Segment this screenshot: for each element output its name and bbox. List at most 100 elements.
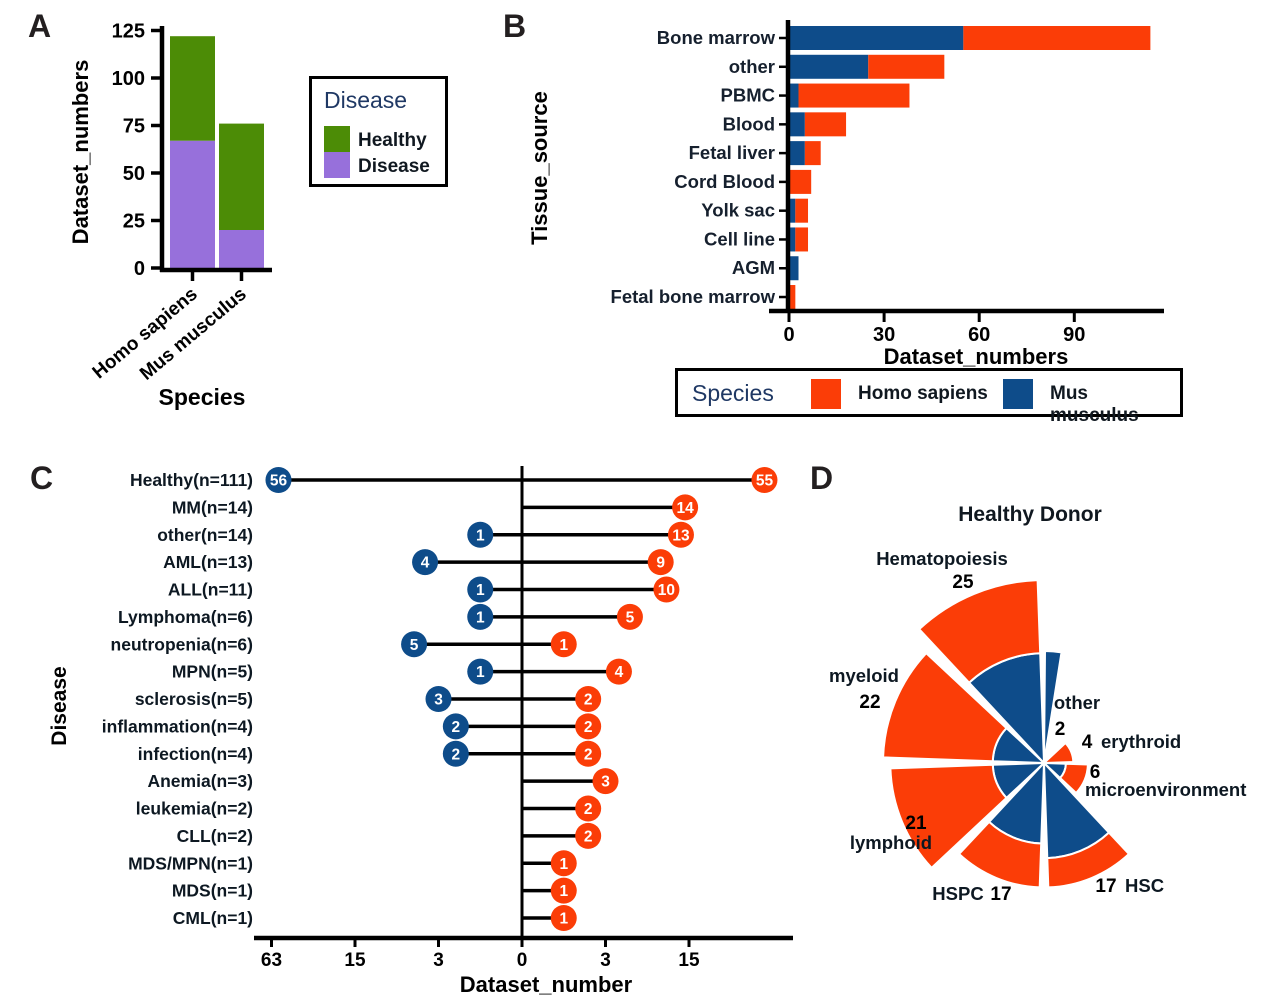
bar-segment-homo <box>798 83 910 108</box>
count-dot-value: 3 <box>601 774 610 791</box>
count-dot-mus <box>467 658 494 685</box>
count-dot-homo <box>550 905 577 931</box>
count-dot-value: 1 <box>476 609 485 626</box>
rose-category-value: 6 <box>1090 762 1101 783</box>
rose-category-value: 4 <box>1082 732 1093 753</box>
rose-wedge-homo-HSPC <box>957 820 1043 889</box>
row-label: Healthy(n=111) <box>130 470 253 490</box>
count-dot-value: 1 <box>559 883 568 900</box>
rose-wedge-homo-myeloid <box>882 651 1008 763</box>
rose-category-label: other <box>1054 692 1100 713</box>
row-label: Lymphoma(n=6) <box>118 607 253 627</box>
row-label: Blood <box>723 113 775 134</box>
x-tick-label: 3 <box>600 950 611 971</box>
rose-wedge-other <box>1043 649 1063 764</box>
row-label: leukemia(n=2) <box>136 799 253 819</box>
count-dot-mus <box>442 740 469 767</box>
homo-sapiens-color-swatch <box>811 379 841 409</box>
rose-wedge-homo-Hematopoiesis <box>917 579 1042 685</box>
rose-category-value: 25 <box>952 572 974 593</box>
row-label: CML(n=1) <box>173 908 253 928</box>
row-label: Cord Blood <box>674 171 775 192</box>
count-dot-homo <box>616 603 643 630</box>
bar-segment-disease <box>170 140 215 268</box>
panel-b-legend: Species Homo sapiens Mus musculus <box>675 368 1183 426</box>
row-label: Fetal liver <box>689 142 775 163</box>
count-dot-mus <box>467 576 494 603</box>
panel-b-horizontal-bar-chart: Bone marrow other PBMC Blood Fetal liver Cord… <box>527 20 1164 369</box>
panel-a-legend: Disease Healthy Disease <box>309 76 448 187</box>
x-tick-label: 15 <box>678 950 700 971</box>
bar-segment-disease <box>219 230 264 268</box>
row-label: neutropenia(n=6) <box>111 634 253 654</box>
row-label: inflammation(n=4) <box>102 716 253 736</box>
count-dot-homo <box>575 822 602 849</box>
count-dot-mus <box>425 686 452 712</box>
rose-wedge-homo-erythroid <box>1041 741 1075 765</box>
row-label: sclerosis(n=5) <box>135 689 253 709</box>
x-tick-label: 30 <box>873 324 895 346</box>
row-label: Anemia(n=3) <box>147 771 253 791</box>
rose-category-value: 2 <box>1055 719 1066 740</box>
panel-a-legend-item-healthy: Healthy <box>358 130 427 151</box>
panel-a-letter: A <box>28 8 52 44</box>
count-dot-value: 5 <box>626 609 635 626</box>
count-dot-value: 5 <box>410 637 419 654</box>
count-dot-value: 2 <box>584 692 593 709</box>
count-dot-value: 2 <box>584 746 593 763</box>
count-dot-value: 1 <box>476 664 485 681</box>
row-label: PBMC <box>721 85 775 106</box>
count-dot-value: 2 <box>584 719 593 736</box>
x-axis-title: Dataset_number <box>460 972 633 997</box>
disease-color-swatch <box>324 152 350 178</box>
count-dot-homo <box>672 494 699 521</box>
count-dot-homo <box>751 467 778 493</box>
count-dot-mus <box>467 521 494 548</box>
panel-d-letter: D <box>810 460 834 496</box>
row-label: CLL(n=2) <box>177 826 253 846</box>
count-dot-value: 2 <box>584 801 593 818</box>
bar-segment-mus <box>789 256 799 281</box>
count-dot-homo <box>647 549 674 576</box>
y-tick-label: 0 <box>134 258 145 280</box>
bar-segment-mus <box>789 83 799 108</box>
rose-wedge-homo-lymphoid <box>889 763 1008 870</box>
rose-category-value: 21 <box>905 813 927 834</box>
count-dot-mus <box>442 713 469 740</box>
rose-category-value: 17 <box>1095 876 1116 897</box>
count-dot-homo <box>575 740 602 767</box>
rose-category-label: HSPC <box>932 883 983 904</box>
count-dot-homo <box>667 521 694 548</box>
bar-segment-homo <box>804 112 847 137</box>
count-dot-value: 2 <box>452 746 461 763</box>
x-tick-label: 3 <box>433 950 444 971</box>
panel-b-legend-item-homo: Homo sapiens <box>858 383 988 404</box>
count-dot-mus <box>265 467 292 493</box>
bar-segment-homo <box>795 227 809 252</box>
rose-category-label: erythroid <box>1101 731 1181 752</box>
rose-category-label: HSC <box>1125 875 1164 896</box>
row-label: Bone marrow <box>657 27 776 48</box>
bar-segment-homo <box>804 141 821 166</box>
row-label: other <box>729 56 775 77</box>
count-dot-homo <box>550 850 577 877</box>
y-tick-label: 100 <box>112 68 145 90</box>
count-dot-mus <box>412 549 439 576</box>
count-dot-value: 9 <box>656 555 665 572</box>
count-dot-value: 55 <box>756 473 774 490</box>
rose-category-label: Hematopoiesis <box>876 548 1008 569</box>
panel-b-legend-title: Species <box>692 380 774 406</box>
count-dot-mus <box>467 603 494 630</box>
y-tick-label: 125 <box>112 21 145 43</box>
count-dot-value: 1 <box>559 911 568 928</box>
panel-c-letter: C <box>30 460 54 496</box>
bar-segment-homo <box>795 198 809 223</box>
row-label: AML(n=13) <box>163 552 253 572</box>
count-dot-value: 2 <box>584 828 593 845</box>
y-tick-label: 50 <box>123 163 145 185</box>
count-dot-homo <box>550 877 577 904</box>
bar-segment-mus <box>789 141 805 166</box>
